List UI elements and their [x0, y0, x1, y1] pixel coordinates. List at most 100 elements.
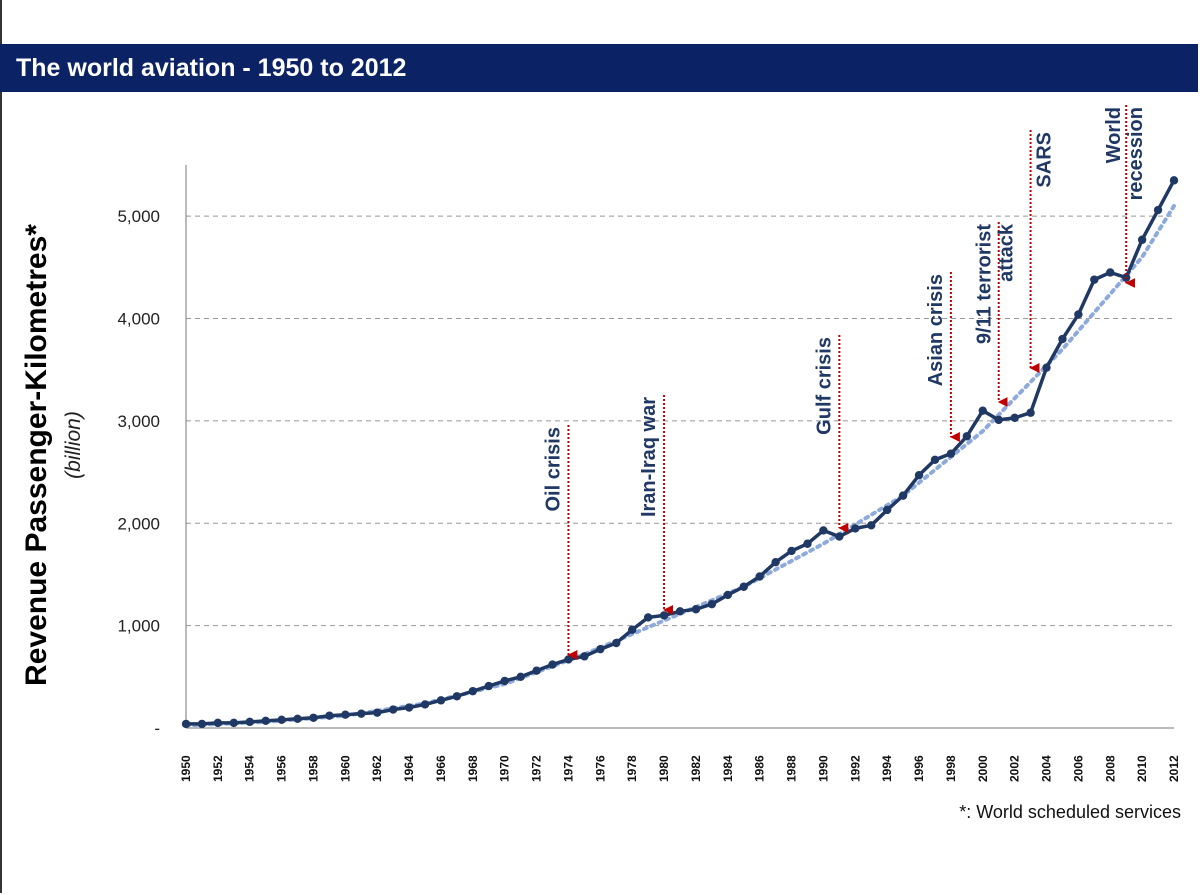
data-point [867, 521, 876, 530]
x-tick-label: 1966 [434, 755, 448, 782]
data-point [564, 655, 573, 664]
annotation-label: Oil crisis [542, 427, 564, 512]
data-point [277, 715, 286, 725]
y-tick-label: 2,000 [117, 514, 160, 533]
data-point [675, 607, 685, 616]
x-tick-label: 1964 [402, 755, 416, 782]
y-axis-subtitle: (billion) [62, 411, 85, 479]
x-tick-label: 2002 [1008, 755, 1022, 782]
annotation-label: Worldrecession [1103, 107, 1147, 200]
x-tick-label: 2012 [1167, 755, 1181, 782]
data-point [1026, 408, 1035, 417]
trend-line [184, 203, 1176, 728]
annotation-label: Gulf crisis [813, 337, 835, 435]
data-point [468, 686, 478, 696]
data-point [946, 449, 956, 458]
x-tick-label: 1996 [912, 755, 926, 782]
annotation-label: Asian crisis [925, 274, 947, 386]
data-point [962, 432, 972, 441]
data-point [898, 491, 908, 500]
data-point [532, 666, 541, 675]
x-tick-label: 1962 [370, 755, 384, 782]
data-point [548, 660, 557, 669]
data-point [1058, 334, 1067, 344]
x-tick-label: 1988 [785, 755, 799, 782]
x-tick-label: 1980 [657, 755, 671, 782]
y-tick-label: 3,000 [117, 412, 160, 431]
footnote: *: World scheduled services [959, 802, 1181, 822]
annotation-label: SARS [1034, 132, 1056, 188]
data-point [755, 572, 764, 581]
data-point [213, 718, 223, 728]
x-tick-label: 1978 [625, 755, 639, 782]
data-point [1074, 310, 1083, 319]
data-point [580, 652, 589, 661]
x-tick-label: 1984 [721, 755, 735, 782]
x-tick-label: 1956 [275, 755, 289, 782]
data-point [835, 532, 844, 541]
data-point [452, 692, 462, 701]
x-tick-label: 1950 [179, 755, 193, 782]
data-point [1169, 176, 1179, 185]
y-axis-title: Revenue Passenger-Kilometres* [20, 224, 53, 686]
data-point [771, 557, 780, 567]
data-point [978, 406, 987, 415]
y-tick-label: 4,000 [117, 310, 160, 329]
y-tick-label: 5,000 [117, 207, 160, 226]
x-tick-label: 1958 [306, 755, 320, 782]
data-point [500, 676, 509, 686]
data-point [739, 582, 748, 591]
data-point [723, 590, 733, 600]
x-tick-label: 1994 [880, 755, 894, 782]
data-point [261, 716, 270, 726]
x-tick-label: 1972 [530, 755, 544, 782]
data-point [245, 717, 254, 727]
x-tick-label: 2004 [1040, 755, 1054, 782]
data-point [1090, 275, 1099, 284]
x-tick-label: 1976 [593, 755, 607, 782]
data-point [691, 605, 701, 614]
data-point [1137, 235, 1147, 244]
data-point [819, 526, 828, 535]
x-tick-label: 1982 [689, 755, 703, 782]
x-tick-label: 2000 [976, 755, 990, 782]
data-point [994, 415, 1003, 425]
data-point [516, 672, 525, 682]
data-point [229, 718, 239, 728]
data-point [882, 505, 892, 515]
x-tick-label: 1960 [338, 755, 352, 782]
data-point [293, 714, 302, 723]
x-tick-label: 1990 [816, 755, 830, 782]
x-tick-label: 1954 [243, 755, 257, 782]
title-bar: The world aviation - 1950 to 2012 [0, 44, 1198, 92]
data-point [643, 613, 653, 622]
y-tick-label: - [154, 719, 160, 738]
data-point [325, 711, 334, 720]
data-point [803, 539, 812, 548]
data-point [420, 700, 430, 709]
data-point [309, 713, 318, 722]
data-point [373, 708, 382, 717]
annotation-label: Iran-Iraq war [638, 397, 660, 517]
y-tick-label: 1,000 [117, 617, 160, 636]
data-point [707, 599, 717, 609]
data-point [612, 638, 621, 648]
data-point [357, 709, 366, 718]
x-tick-label: 1986 [753, 755, 767, 782]
data-point [388, 705, 398, 714]
page-title: The world aviation - 1950 to 2012 [16, 54, 407, 82]
annotation-label: 9/11 terroristattack [974, 223, 1018, 344]
data-point [181, 719, 191, 729]
data-point [197, 719, 207, 729]
data-point [436, 696, 446, 705]
data-point [627, 625, 637, 634]
data-point [930, 455, 940, 465]
data-point [787, 546, 796, 556]
data-point [1010, 413, 1019, 423]
x-tick-label: 2006 [1071, 755, 1085, 782]
data-point [851, 524, 860, 533]
x-tick-label: 2008 [1103, 755, 1117, 782]
data-point [1042, 363, 1051, 372]
